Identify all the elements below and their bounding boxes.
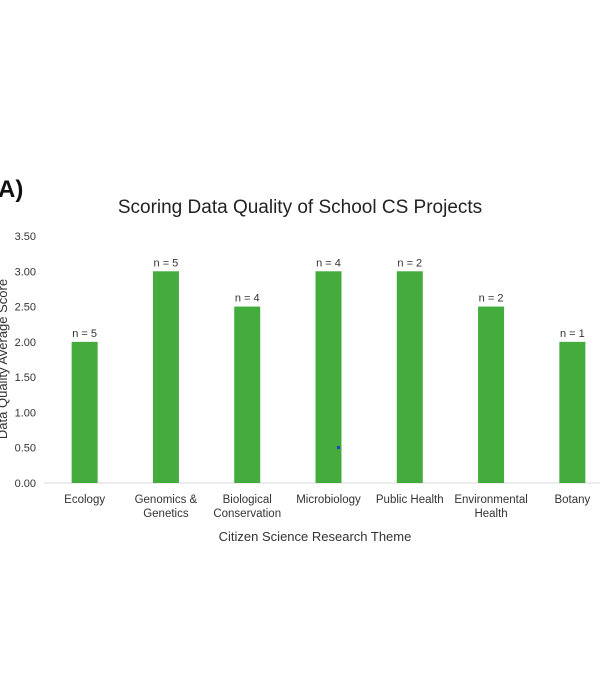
stray-dot-mark	[337, 446, 340, 449]
y-tick-label: 1.50	[15, 372, 36, 384]
bar	[152, 271, 179, 483]
bar	[396, 271, 423, 483]
x-axis-title: Citizen Science Research Theme	[219, 529, 412, 544]
x-tick-label: Ecology	[64, 494, 105, 506]
bar	[559, 341, 586, 483]
x-tick-label: Health	[474, 508, 507, 520]
y-tick-label: 0.00	[15, 478, 36, 490]
data-label: n = 4	[316, 257, 341, 269]
y-tick-label: 2.50	[15, 302, 36, 314]
bars	[71, 271, 586, 483]
data-labels: n = 5 n = 5 n = 4 n = 4 n = 2 n = 2 n = 1	[72, 257, 584, 340]
data-label: n = 2	[397, 257, 422, 269]
x-tick-label: Genetics	[143, 508, 189, 520]
x-tick-label: Environmental	[454, 494, 528, 506]
panel-label: A)	[0, 176, 24, 203]
y-tick-label: 3.00	[15, 266, 36, 278]
y-tick-label: 0.50	[15, 443, 36, 455]
x-tick-label: Botany	[554, 494, 590, 506]
bar	[315, 271, 342, 483]
data-label: n = 5	[154, 257, 179, 269]
y-axis-title: Data Quality Average Score	[0, 279, 10, 439]
x-tick-label: Conservation	[213, 508, 281, 520]
x-tick-label: Genomics &	[135, 494, 198, 506]
data-label: n = 1	[560, 328, 585, 340]
x-tick-label: Public Health	[376, 494, 444, 506]
y-axis-ticks: 0.00 0.50 1.00 1.50 2.00 2.50 3.00 3.50	[15, 231, 36, 490]
x-tick-label: Microbiology	[296, 494, 361, 506]
y-tick-label: 3.50	[15, 231, 36, 243]
x-tick-label: Biological	[223, 494, 272, 506]
bar	[478, 306, 505, 483]
bar	[234, 306, 261, 483]
y-tick-label: 1.00	[15, 407, 36, 419]
data-label: n = 2	[479, 293, 504, 305]
bar	[71, 341, 98, 483]
y-tick-label: 2.00	[15, 337, 36, 349]
x-axis-tick-labels: Ecology Genomics & Genetics Biological Conse…	[64, 494, 590, 520]
data-label: n = 4	[235, 293, 260, 305]
chart-title: Scoring Data Quality of School CS Projec…	[118, 197, 482, 218]
data-label: n = 5	[72, 328, 97, 340]
